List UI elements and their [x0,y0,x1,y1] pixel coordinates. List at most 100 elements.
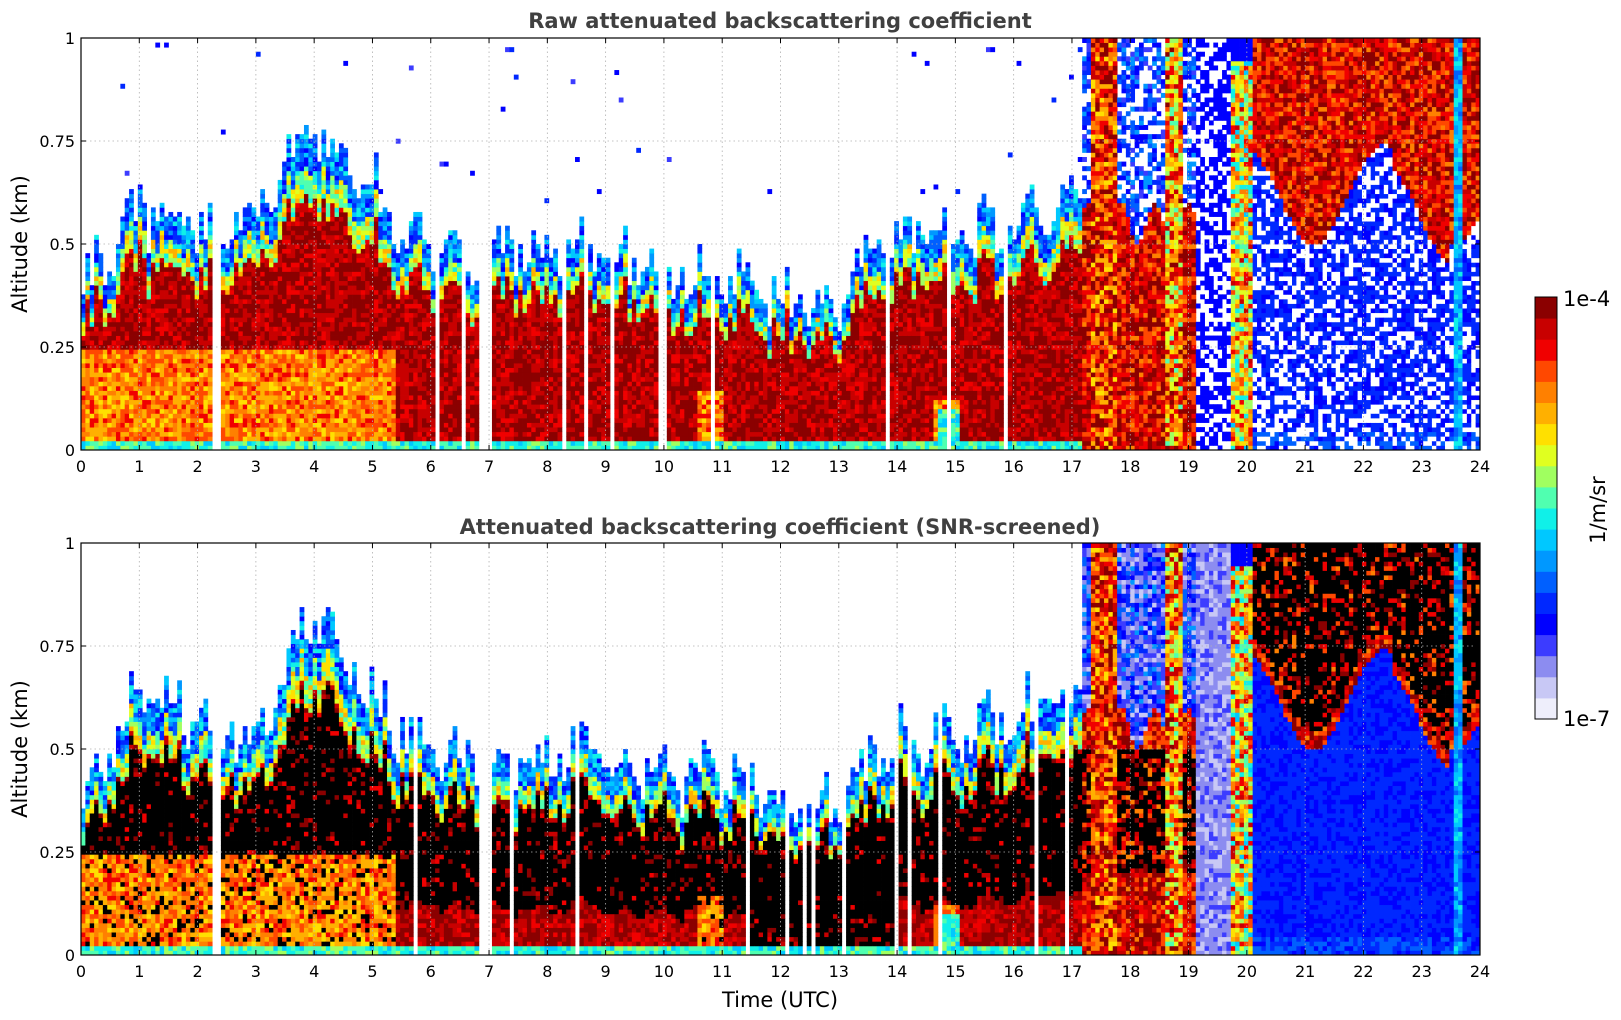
heatmap-cell [443,317,449,323]
heatmap-cell [356,280,362,286]
heatmap-cell [491,404,497,410]
heatmap-cell [203,321,209,327]
heatmap-cell [111,303,117,309]
heatmap-cell [124,234,130,240]
heatmap-cell [356,349,362,355]
heatmap-cell [373,390,379,396]
heatmap-cell [308,280,314,286]
heatmap-cell [111,298,117,304]
heatmap-cell [295,202,300,208]
heatmap-cell [98,413,104,419]
heatmap-cell [255,221,261,227]
heatmap-cell [168,367,174,373]
heatmap-cell [133,390,139,396]
heatmap-cell [185,376,191,382]
heatmap-cell [330,330,335,336]
heatmap-cell [400,445,405,450]
heatmap-cell [448,253,454,259]
heatmap-cell [85,445,91,450]
heatmap-cell [260,413,266,419]
heatmap-cell [352,349,357,355]
heatmap-cell [203,335,209,341]
heatmap-cell [207,436,213,442]
heatmap-cell [94,408,99,414]
heatmap-cell [452,230,458,236]
heatmap-cell [330,161,335,167]
heatmap-cell [526,312,532,318]
heatmap-cell [150,440,156,446]
heatmap-cell [518,303,523,309]
heatmap-cell [426,271,432,277]
heatmap-cell [251,353,257,359]
heatmap-cell [102,381,108,387]
heatmap-cell [94,363,99,368]
heatmap-cell [238,230,244,236]
heatmap-cell [203,266,209,272]
heatmap-cell [452,244,458,249]
heatmap-cell [356,262,362,268]
heatmap-cell [150,253,156,259]
heatmap-cell [330,184,335,190]
heatmap-cell [277,294,283,300]
heatmap-cell [343,239,349,245]
heatmap-cell [312,372,318,378]
heatmap-cell [531,344,537,350]
heatmap-cell [518,248,523,254]
heatmap-cell [181,358,187,364]
heatmap-cell [146,257,152,263]
heatmap-cell [334,440,340,446]
heatmap-cell [120,372,126,378]
heatmap-cell [199,271,204,277]
heatmap-cell [164,257,169,263]
heatmap-cell [452,367,458,373]
heatmap-cell [430,385,436,391]
heatmap-cell [430,363,436,368]
heatmap-cell [470,326,475,332]
heatmap-cell [268,262,274,268]
heatmap-cell [85,330,91,336]
heatmap-cell [85,294,91,300]
heatmap-cell [360,184,366,190]
heatmap-cell [347,225,353,231]
heatmap-cell [137,445,143,450]
heatmap-cell [531,326,537,332]
heatmap-cell [207,445,213,450]
heatmap-cell [474,340,480,346]
heatmap-cell [513,285,519,291]
heatmap-cell [378,262,384,268]
heatmap-cell [146,330,152,336]
heatmap-cell [229,344,235,350]
heatmap-cell [199,404,204,410]
heatmap-cell [238,248,244,254]
heatmap-cell [312,161,318,167]
heatmap-cell [146,372,152,378]
heatmap-cell [369,330,375,336]
heatmap-cell [273,221,279,227]
heatmap-cell [155,340,161,346]
heatmap-cell [155,308,161,314]
heatmap-cell [299,276,305,282]
heatmap-cell [164,372,169,378]
heatmap-cell [426,431,432,437]
heatmap-cell [500,280,506,286]
heatmap-cell [164,271,169,277]
heatmap-cell [94,372,99,378]
heatmap-cell [220,321,226,327]
heatmap-cell [185,372,191,378]
heatmap-cell [496,285,502,291]
heatmap-cell [146,340,152,346]
heatmap-cell [317,271,322,277]
heatmap-cell [526,367,532,373]
heatmap-cell [422,422,427,428]
heatmap-cell [194,285,200,291]
heatmap-cell [225,376,231,382]
heatmap-cell [124,239,130,245]
heatmap-cell [290,225,296,231]
heatmap-cell [369,285,375,291]
heatmap-cell [190,376,196,382]
heatmap-cell [299,404,305,410]
heatmap-cell [194,280,200,286]
heatmap-cell [129,230,134,236]
heatmap-cell [172,216,178,222]
heatmap-cell [338,372,344,378]
